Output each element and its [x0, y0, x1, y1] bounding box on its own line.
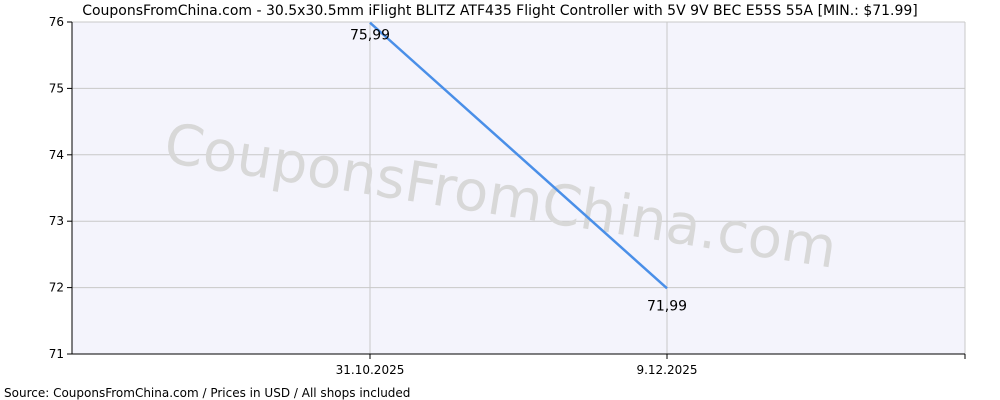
y-tick-label: 72 [49, 281, 64, 295]
chart-title: CouponsFromChina.com - 30.5x30.5mm iFlig… [82, 3, 918, 19]
axes [71, 22, 965, 355]
x-tick-label: 31.10.2025 [336, 363, 405, 377]
y-tick-label: 76 [49, 15, 64, 29]
y-tick-label: 73 [49, 214, 64, 228]
y-tick-label: 71 [49, 347, 64, 361]
price-line [369, 21, 668, 290]
y-axis-ticks: 71 72 73 74 75 76 [49, 15, 72, 361]
series-group [369, 21, 668, 290]
data-label: 75,99 [350, 28, 390, 44]
data-label: 71,99 [647, 298, 687, 314]
data-labels: 75,99 71,99 [350, 28, 687, 315]
y-tick-label: 74 [49, 148, 64, 162]
x-tick-label: 9.12.2025 [636, 363, 697, 377]
y-tick-label: 75 [49, 81, 64, 95]
source-note: Source: CouponsFromChina.com / Prices in… [4, 386, 410, 400]
plot-area [72, 22, 965, 354]
x-axis-ticks: 31.10.2025 9.12.2025 [336, 354, 966, 377]
